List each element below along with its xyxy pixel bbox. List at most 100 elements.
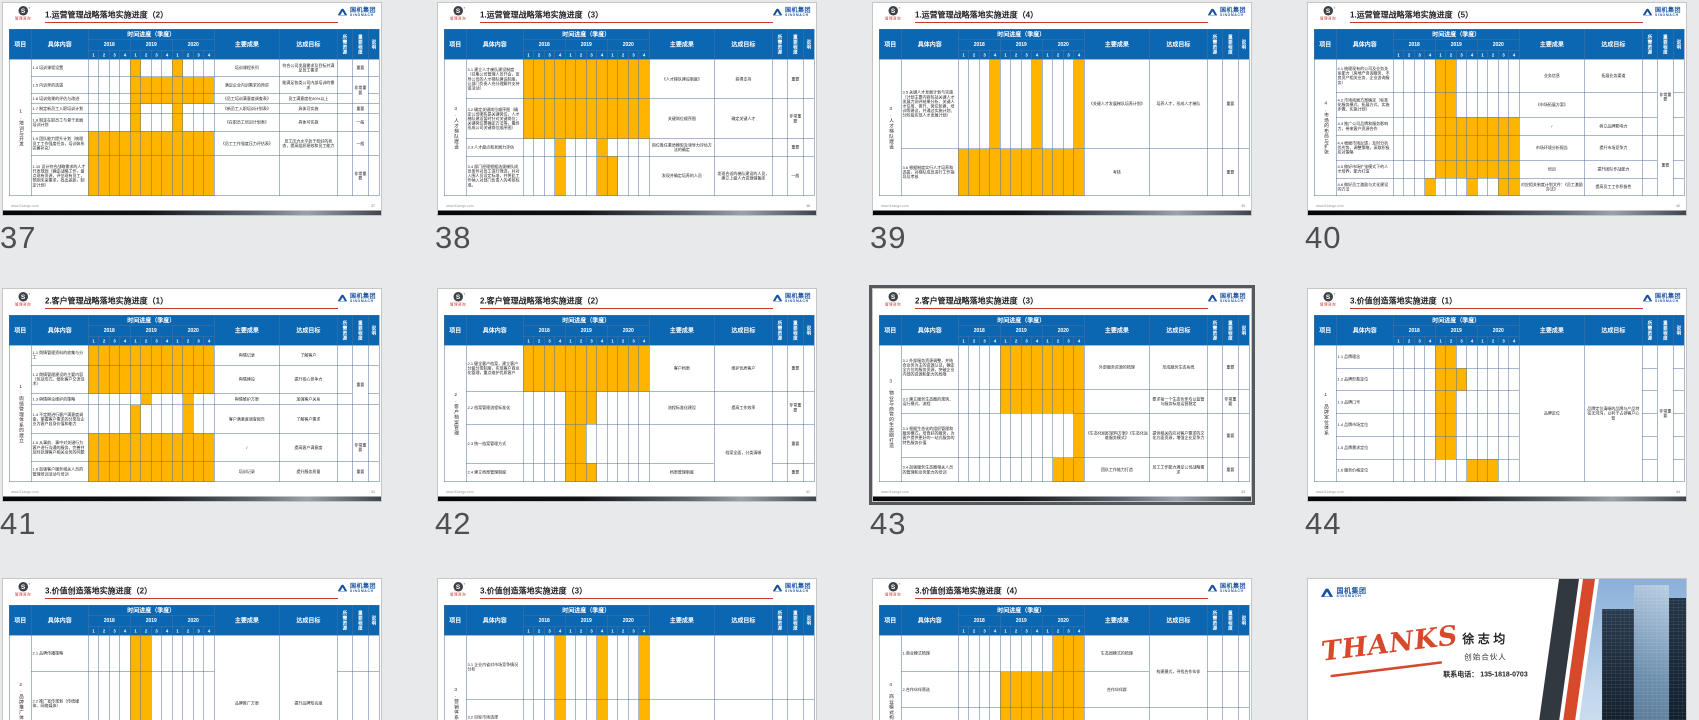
slide-thumbnail[interactable]: S ° 管理咨询 国机集团 SINOMACH 2.客户管理战略落地实施进度（1） 项目 具体内… xyxy=(2,288,382,502)
quarter-cell xyxy=(119,671,131,720)
gantt-bar-cell xyxy=(140,393,152,406)
slide-thumbnail[interactable]: S ° 管理咨询 国机集团 SINOMACH 3.价值创造落地实施进度（1） 项目 具体内容时… xyxy=(1307,288,1687,502)
importance-cell: 重要 xyxy=(1222,457,1239,482)
resource-cell xyxy=(1642,345,1658,369)
quarter-cell xyxy=(161,103,173,115)
red-tick-icon: ° xyxy=(898,6,901,12)
gantt-bar-cell xyxy=(182,155,194,196)
quarter-header: 3 xyxy=(979,50,990,60)
target-cell: 培养人才，形成人才梯队 xyxy=(1149,59,1208,149)
result-cell: 舆情记录 xyxy=(214,345,280,366)
quarter-cell xyxy=(98,59,110,77)
quarter-cell xyxy=(989,345,1001,390)
slide-thumbnail[interactable]: S ° 管理咨询 国机集团 SINOMACH 2.客户管理战略落地实施进度（3） 项目 具体内… xyxy=(869,285,1255,505)
gantt-bar-cell xyxy=(1456,367,1467,391)
quarter-cell xyxy=(523,698,534,720)
quarter-cell xyxy=(182,635,194,672)
result-cell xyxy=(649,635,715,700)
year-header: 2018 xyxy=(88,615,131,627)
result-cell: 对应相关制度计划文件：《员工激励办法》 xyxy=(1519,177,1585,197)
slide-thumbnail[interactable]: S ° 管理咨询 国机集团 SINOMACH 2.客户管理战略落地实施进度（2） 项目 具体内… xyxy=(437,288,817,502)
quarter-cell xyxy=(1021,635,1032,672)
quarter-cell xyxy=(1487,390,1499,414)
quarter-cell xyxy=(565,698,576,720)
slide-footer-url: www.51angu.com xyxy=(1316,204,1344,209)
content-cell: 3.2 目标市场选择 xyxy=(466,698,524,720)
quarter-header: 1 xyxy=(130,626,141,636)
col-header-resource: 所需资源 xyxy=(772,315,788,346)
contact-phone: 联系电话： 135-1818-0703 xyxy=(1443,670,1528,678)
slide-thumbnail[interactable]: S ° 管理咨询 国机集团 SINOMACH 1.运营管理战略落地实施进度（2） 项目 具体内… xyxy=(2,2,382,216)
content-cell: 4.6 做好员工激励与文化建设的方法 xyxy=(1336,177,1394,197)
gantt-bar-cell xyxy=(172,345,183,366)
slide-thumbnail[interactable]: 国机集团 SINOMACH THANKS 徐志均 创始合伙人 联系电话： 135-1818… xyxy=(1307,578,1687,720)
slide-thumbnail[interactable]: S ° 管理咨询 国机集团 SINOMACH 3.价值创造落地实施进度（4） 项目 具体内容时… xyxy=(872,578,1252,720)
gantt-bar-cell xyxy=(1445,345,1457,369)
target-cell: 发现合适的梯队建设的人员，建立上级人力资源储备库 xyxy=(714,155,773,197)
quarter-cell xyxy=(1424,458,1436,482)
quarter-header: 3 xyxy=(586,626,597,636)
gantt-bar-cell xyxy=(88,433,99,463)
result-cell: 《员工工作强度压力评估表》 xyxy=(214,130,280,157)
gantt-bar-cell xyxy=(1052,345,1064,390)
sinomach-logo-name: 国机集团 xyxy=(784,292,811,300)
content-cell: 3.4 部门经理根据选拔梯队成员条件对员工进行筛选，并对入围人员设定标准，并将此… xyxy=(466,155,524,197)
gantt-bar-cell xyxy=(638,345,650,392)
year-header: 2018 xyxy=(88,39,131,51)
quarter-cell xyxy=(98,103,110,115)
gantt-bar-cell xyxy=(172,461,183,482)
consultancy-logo: S ° 管理咨询 xyxy=(445,6,471,21)
gantt-bar-cell xyxy=(172,433,183,463)
col-header-timeline: 时间进度（季度） xyxy=(522,605,650,616)
quarter-header: 3 xyxy=(544,50,555,60)
target-cell: 契合生态园，与生态园形成共生 xyxy=(1149,707,1208,720)
slide-thumbnail[interactable]: S ° 管理咨询 国机集团 SINOMACH 3.价值创造落地实施进度（3） 项目 具体内容时… xyxy=(437,578,817,720)
quarter-cell xyxy=(979,635,990,672)
col-header-timeline: 时间进度（季度） xyxy=(957,315,1085,326)
project-cell: 3.人才梯队建设 xyxy=(444,59,467,196)
gantt-bar-cell xyxy=(193,76,204,95)
slide-thumbnail[interactable]: S ° 管理咨询 国机集团 SINOMACH 1.运营管理战略落地实施进度（3） 项目 具体内… xyxy=(437,2,817,216)
consultancy-logo-text: 管理咨询 xyxy=(15,593,31,597)
col-header-result: 主要成果 xyxy=(649,605,715,636)
quarter-cell xyxy=(203,404,215,434)
quarter-header: 1 xyxy=(958,50,969,60)
quarter-cell xyxy=(989,671,1001,709)
quarter-cell xyxy=(638,463,650,482)
quarter-cell xyxy=(1498,91,1509,118)
project-cell: 4.商业模式构建 xyxy=(879,635,902,720)
quarter-cell xyxy=(596,391,608,425)
slide-thumbnail[interactable]: S ° 管理咨询 国机集团 SINOMACH 1.运营管理战略落地实施进度（5） 项目 具体内… xyxy=(1307,2,1687,216)
year-header: 2019 xyxy=(1000,615,1043,627)
col-header-project: 项目 xyxy=(9,605,32,636)
gantt-bar-cell xyxy=(1063,671,1074,709)
quarter-cell xyxy=(1052,59,1064,149)
gantt-bar-cell xyxy=(193,461,204,482)
col-header-target: 达成目标 xyxy=(714,315,773,346)
quarter-cell xyxy=(1477,436,1488,460)
quarter-cell xyxy=(98,671,110,720)
quarter-header: 4 xyxy=(161,626,173,636)
sinomach-logo-name: 国机集团 xyxy=(349,582,376,590)
slide-thumbnail[interactable]: S ° 管理咨询 国机集团 SINOMACH 3.价值创造落地实施进度（2） 项目 具体内容时… xyxy=(2,578,382,720)
col-header-timeline: 时间进度（季度） xyxy=(522,315,650,326)
target-cell: 拓展业务渠道 xyxy=(1584,59,1643,93)
gantt-bar-cell xyxy=(88,364,99,394)
slide-thumbnail[interactable]: S ° 管理咨询 国机集团 SINOMACH 1.运营管理战略落地实施进度（4） 项目 具体内… xyxy=(872,2,1252,216)
sinomach-logo-icon xyxy=(337,8,348,16)
gantt-bar-cell xyxy=(628,98,639,139)
gantt-bar-cell xyxy=(1042,671,1053,709)
quarter-header: 1 xyxy=(1042,50,1053,60)
resource-cell xyxy=(337,364,353,394)
quarter-cell xyxy=(628,391,639,425)
consultancy-logo-mark-icon: S ° xyxy=(1323,292,1335,302)
gantt-bar-cell xyxy=(1052,457,1064,482)
quarter-cell xyxy=(161,404,173,434)
quarter-cell xyxy=(607,391,618,425)
col-header-target: 达成目标 xyxy=(279,605,338,636)
content-cell: 2.2 推广宣传规划（传统媒体、网络媒体） xyxy=(31,671,89,720)
quarter-cell xyxy=(607,423,618,464)
content-cell: 2.4 建立档案管理制度 xyxy=(466,463,524,482)
gantt-bar-cell xyxy=(1042,389,1053,414)
year-header: 2019 xyxy=(130,325,173,337)
